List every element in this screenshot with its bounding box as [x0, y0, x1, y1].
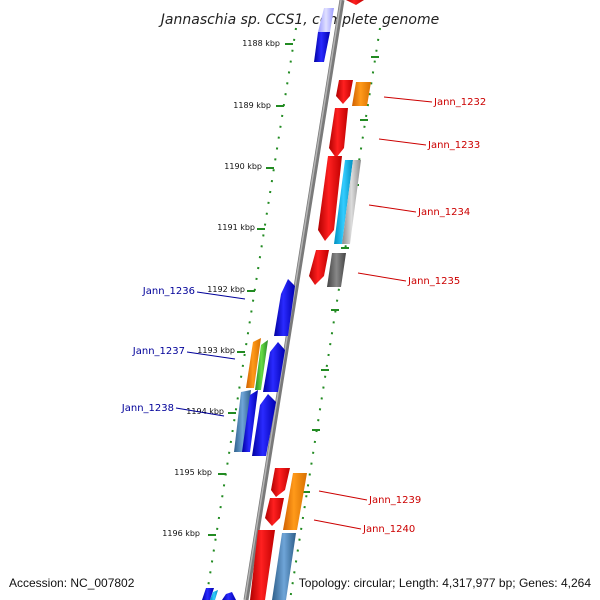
gene-feature — [263, 342, 285, 392]
tick-label-1196: 1196 kbp — [162, 529, 200, 538]
gene-feature — [283, 473, 307, 530]
genome-backbone — [243, 0, 345, 600]
topology-label: Topology: circular; Length: 4,317,977 bp… — [298, 576, 591, 590]
reverse-strand-genes — [202, 8, 334, 600]
tick-label-1194: 1194 kbp — [186, 407, 224, 416]
gene-label-jann-1232[interactable]: Jann_1232 — [433, 97, 486, 108]
gene-feature — [352, 82, 371, 106]
gene-feature — [202, 588, 214, 600]
gene-jann-1232 — [336, 80, 353, 104]
gene-feature — [327, 253, 346, 287]
gene-feature — [346, 0, 364, 5]
gene-jann-1237 — [246, 338, 261, 388]
gene-label-jann-1237[interactable]: Jann_1237 — [132, 346, 185, 357]
tick-label-1193: 1193 kbp — [197, 346, 235, 355]
gene-label-jann-1240[interactable]: Jann_1240 — [362, 524, 415, 535]
gene-label-jann-1234[interactable]: Jann_1234 — [417, 207, 470, 218]
gene-jann-1238 — [234, 390, 251, 452]
gene-jann-1236 — [274, 279, 295, 336]
tick-label-1188: 1188 kbp — [242, 39, 280, 48]
gene-jann-1240 — [265, 498, 284, 526]
gene-label-jann-1236[interactable]: Jann_1236 — [142, 286, 195, 297]
gene-label-jann-1238[interactable]: Jann_1238 — [121, 403, 174, 414]
gene-feature — [314, 32, 330, 62]
gene-label-jann-1233[interactable]: Jann_1233 — [427, 140, 480, 151]
tick-label-1190: 1190 kbp — [224, 162, 262, 171]
gene-feature — [250, 530, 275, 600]
tick-label-1192: 1192 kbp — [207, 285, 245, 294]
gene-feature — [318, 8, 334, 32]
tick-label-1189: 1189 kbp — [233, 101, 271, 110]
accession-label: Accession: NC_007802 — [9, 576, 135, 590]
tick-label-1195: 1195 kbp — [174, 468, 212, 477]
major-ticks — [208, 43, 293, 536]
left-label-leaders — [175, 291, 246, 417]
gene-jann-1235 — [309, 250, 329, 285]
gene-feature — [342, 160, 361, 244]
tick-label-1191: 1191 kbp — [217, 223, 255, 232]
map-title: Jannaschia sp. CCS1, complete genome — [158, 12, 439, 28]
gene-jann-1233 — [329, 108, 348, 158]
gene-label-jann-1239[interactable]: Jann_1239 — [368, 495, 421, 506]
gene-jann-1234 — [318, 156, 342, 241]
gene-feature — [252, 394, 276, 456]
forward-strand-genes — [250, 0, 371, 600]
gene-feature — [255, 340, 268, 390]
gene-label-jann-1235[interactable]: Jann_1235 — [407, 276, 460, 287]
gene-jann-1239 — [271, 468, 290, 497]
gene-feature — [272, 533, 296, 600]
gene-feature — [222, 592, 236, 600]
gene-feature — [242, 390, 258, 452]
gene-feature — [210, 590, 218, 600]
gene-feature — [334, 160, 353, 244]
right-label-leaders — [313, 96, 433, 530]
